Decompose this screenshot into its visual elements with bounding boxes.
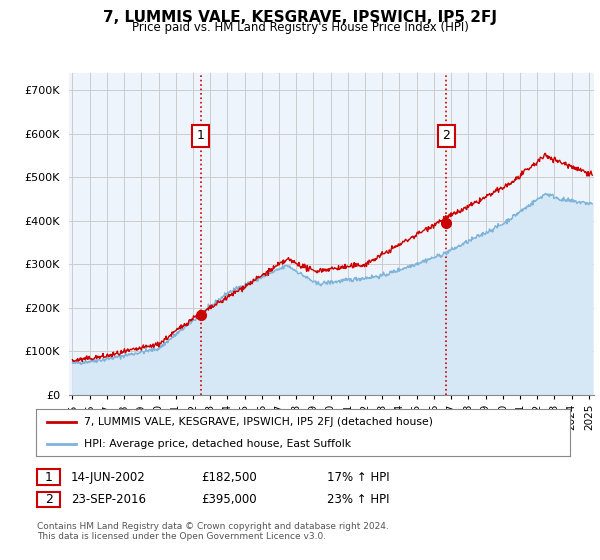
Text: 1: 1 [44, 470, 53, 484]
Text: 14-JUN-2002: 14-JUN-2002 [71, 470, 146, 484]
Text: 1: 1 [197, 129, 205, 142]
Text: Contains HM Land Registry data © Crown copyright and database right 2024.
This d: Contains HM Land Registry data © Crown c… [37, 522, 389, 542]
Text: 23% ↑ HPI: 23% ↑ HPI [327, 493, 389, 506]
Text: £182,500: £182,500 [201, 470, 257, 484]
Text: 2: 2 [443, 129, 451, 142]
Text: 23-SEP-2016: 23-SEP-2016 [71, 493, 146, 506]
Text: HPI: Average price, detached house, East Suffolk: HPI: Average price, detached house, East… [84, 438, 351, 449]
Text: 7, LUMMIS VALE, KESGRAVE, IPSWICH, IP5 2FJ (detached house): 7, LUMMIS VALE, KESGRAVE, IPSWICH, IP5 2… [84, 417, 433, 427]
Text: 2: 2 [44, 493, 53, 506]
Text: 7, LUMMIS VALE, KESGRAVE, IPSWICH, IP5 2FJ: 7, LUMMIS VALE, KESGRAVE, IPSWICH, IP5 2… [103, 10, 497, 25]
Text: Price paid vs. HM Land Registry's House Price Index (HPI): Price paid vs. HM Land Registry's House … [131, 21, 469, 34]
Text: £395,000: £395,000 [201, 493, 257, 506]
Text: 17% ↑ HPI: 17% ↑ HPI [327, 470, 389, 484]
